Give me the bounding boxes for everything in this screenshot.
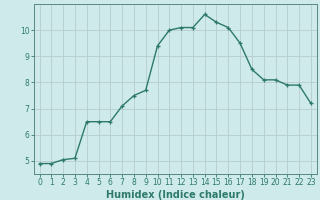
X-axis label: Humidex (Indice chaleur): Humidex (Indice chaleur)	[106, 190, 244, 200]
